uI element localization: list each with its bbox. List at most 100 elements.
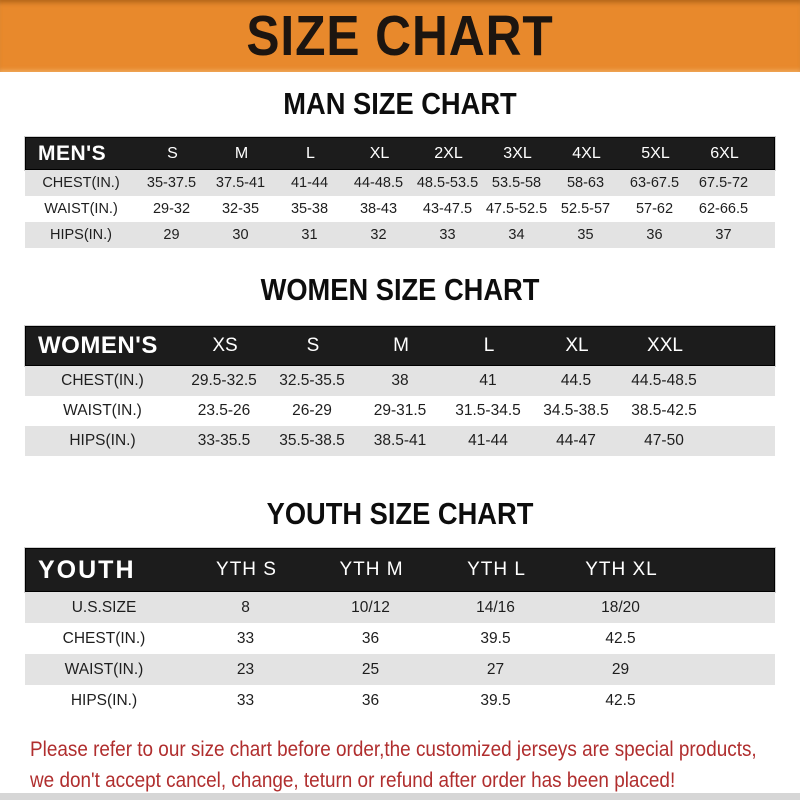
table-cell: 34 (508, 227, 525, 243)
men-table-row: WAIST(IN.) 29-32 32-35 35-38 38-43 43-47.5 47.… (25, 196, 775, 222)
table-cell: 35 (577, 227, 594, 243)
table-cell: 33-35.5 (197, 432, 251, 449)
women-column-header: M (393, 335, 409, 356)
row-label: WAIST(IN.) (63, 402, 142, 419)
men-table-row: CHEST(IN.) 35-37.5 37.5-41 41-44 44-48.5 48.5… (25, 170, 775, 196)
women-column-header: S (306, 335, 320, 356)
table-cell: 42.5 (605, 691, 636, 709)
table-cell: 44-47 (556, 432, 596, 449)
women-column-header: L (483, 335, 495, 356)
table-cell: 41-44 (290, 175, 329, 191)
table-cell: 62-66.5 (698, 201, 749, 217)
table-cell: 29 (163, 227, 180, 243)
table-cell: 26-29 (292, 402, 332, 419)
row-label: CHEST(IN.) (42, 175, 120, 191)
table-cell: 29 (611, 660, 630, 678)
table-cell: 58-63 (566, 175, 605, 191)
table-cell: 38.5-41 (373, 432, 427, 449)
table-cell: 47.5-52.5 (485, 201, 548, 217)
table-cell: 41 (479, 372, 497, 389)
table-cell: 39.5 (480, 629, 511, 647)
table-cell: 10/12 (351, 598, 390, 616)
men-column-header: 4XL (572, 144, 601, 162)
table-cell: 37 (715, 227, 732, 243)
women-table-row: WAIST(IN.) 23.5-26 26-29 29-31.5 31.5-34.5 34… (25, 396, 775, 426)
women-column-header: XXL (647, 335, 683, 356)
row-label: HIPS(IN.) (49, 227, 113, 243)
table-cell: 30 (232, 227, 249, 243)
men-column-header: 6XL (710, 144, 739, 162)
table-cell: 35.5-38.5 (279, 432, 345, 449)
table-cell: 47-50 (644, 432, 684, 449)
table-cell: 38-43 (359, 201, 398, 217)
men-table-title: MEN'S (38, 141, 107, 165)
youth-table-title: YOUTH (38, 555, 136, 584)
women-column-header: XL (565, 335, 589, 356)
table-cell: 32-35 (221, 201, 260, 217)
banner-title: SIZE CHART (246, 4, 554, 68)
table-cell: 23 (236, 660, 255, 678)
table-cell: 33 (439, 227, 456, 243)
table-cell: 27 (486, 660, 505, 678)
youth-table-header: YOUTH YTH S YTH M YTH L YTH XL (25, 548, 775, 592)
disclaimer-line-2: we don't accept cancel, change, teturn o… (30, 768, 676, 792)
men-size-chart-section: MAN SIZE CHART MEN'S S M L XL 2XL 3XL 4XL 5XL 6XL C… (0, 86, 800, 248)
table-cell: 67.5-72 (698, 175, 749, 191)
table-cell: 36 (361, 629, 380, 647)
table-cell: 33 (236, 691, 255, 709)
women-table-row: HIPS(IN.) 33-35.5 35.5-38.5 38.5-41 41-44 44-… (25, 426, 775, 456)
table-cell: 44.5 (560, 372, 592, 389)
men-column-header: 5XL (641, 144, 670, 162)
table-cell: 29-32 (152, 201, 191, 217)
youth-section-heading: YOUTH SIZE CHART (266, 496, 534, 531)
women-section-heading: WOMEN SIZE CHART (260, 272, 540, 307)
row-label: U.S.SIZE (71, 598, 137, 616)
youth-size-table: YOUTH YTH S YTH M YTH L YTH XL U.S.SIZE 8 10/12… (25, 548, 775, 716)
youth-column-header: YTH XL (585, 559, 658, 580)
table-cell: 34.5-38.5 (543, 402, 609, 419)
table-cell: 29-31.5 (373, 402, 427, 419)
youth-table-row: WAIST(IN.) 23 25 27 29 (25, 654, 775, 685)
table-cell: 8 (241, 598, 250, 616)
youth-column-header: YTH S (216, 559, 277, 580)
men-table-row: HIPS(IN.) 29 30 31 32 33 34 35 36 37 (25, 222, 775, 248)
disclaimer: Please refer to our size chart before or… (30, 734, 800, 796)
table-cell: 35-38 (290, 201, 329, 217)
table-cell: 29.5-32.5 (191, 372, 257, 389)
men-column-header: 2XL (434, 144, 463, 162)
bottom-strip (0, 793, 800, 800)
row-label: CHEST(IN.) (62, 629, 146, 647)
table-cell: 35-37.5 (146, 175, 197, 191)
table-cell: 23.5-26 (197, 402, 251, 419)
men-column-header: M (234, 144, 249, 162)
table-cell: 48.5-53.5 (416, 175, 479, 191)
table-cell: 57-62 (635, 201, 674, 217)
row-label: HIPS(IN.) (70, 691, 138, 709)
men-size-table: MEN'S S M L XL 2XL 3XL 4XL 5XL 6XL CHEST(IN.) 35-37… (25, 137, 775, 248)
women-table-header: WOMEN'S XS S M L XL XXL (25, 326, 775, 366)
table-cell: 44-48.5 (353, 175, 404, 191)
table-cell: 53.5-58 (491, 175, 542, 191)
row-label: WAIST(IN.) (64, 660, 144, 678)
women-size-table: WOMEN'S XS S M L XL XXL CHEST(IN.) 29.5-32.5 32.5… (25, 326, 775, 456)
table-cell: 32.5-35.5 (279, 372, 345, 389)
table-cell: 31.5-34.5 (455, 402, 521, 419)
table-cell: 43-47.5 (422, 201, 473, 217)
men-column-header: 3XL (503, 144, 532, 162)
youth-column-header: YTH L (467, 559, 526, 580)
table-cell: 37.5-41 (215, 175, 266, 191)
youth-table-row: U.S.SIZE 8 10/12 14/16 18/20 (25, 592, 775, 623)
youth-size-chart-section: YOUTH SIZE CHART YOUTH YTH S YTH M YTH L YTH … (0, 496, 800, 716)
men-table-header: MEN'S S M L XL 2XL 3XL 4XL 5XL 6XL (25, 137, 775, 170)
table-cell: 52.5-57 (560, 201, 611, 217)
table-cell: 14/16 (476, 598, 515, 616)
table-cell: 44.5-48.5 (631, 372, 697, 389)
table-cell: 39.5 (480, 691, 511, 709)
men-column-header: XL (369, 144, 390, 162)
table-cell: 38 (391, 372, 409, 389)
banner: SIZE CHART (0, 0, 800, 72)
table-cell: 32 (370, 227, 387, 243)
table-cell: 38.5-42.5 (631, 402, 697, 419)
women-table-row: CHEST(IN.) 29.5-32.5 32.5-35.5 38 41 44.5 44.5… (25, 366, 775, 396)
men-column-header: L (306, 144, 315, 162)
